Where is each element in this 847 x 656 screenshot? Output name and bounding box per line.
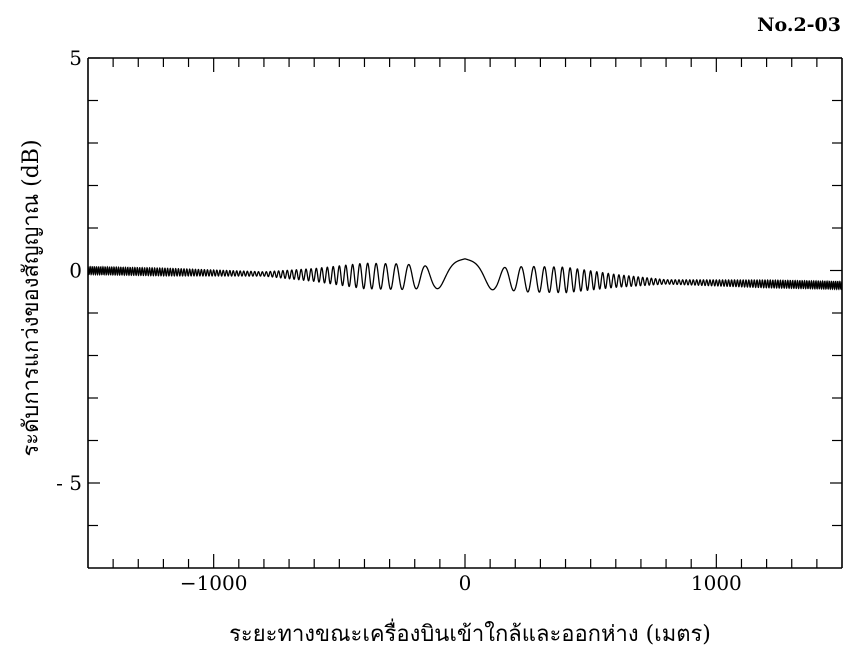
page-id-label: No.2-03: [757, 14, 841, 36]
x-axis-title: ระยะทางขณะเครื่องบินเข้าใกล้และออกห่าง (…: [229, 618, 711, 647]
x-tick-label: 1000: [691, 571, 742, 595]
y-tick-label: - 5: [56, 471, 82, 495]
signal-series-line: [87, 258, 843, 294]
y-tick-label: 0: [69, 259, 82, 283]
x-tick-label: 0: [459, 571, 472, 595]
x-tick-label: −1000: [180, 571, 248, 595]
y-axis-title: ระดับการแกว่งของสัญญาณ (dB): [19, 139, 44, 456]
y-tick-label: 5: [69, 46, 82, 70]
